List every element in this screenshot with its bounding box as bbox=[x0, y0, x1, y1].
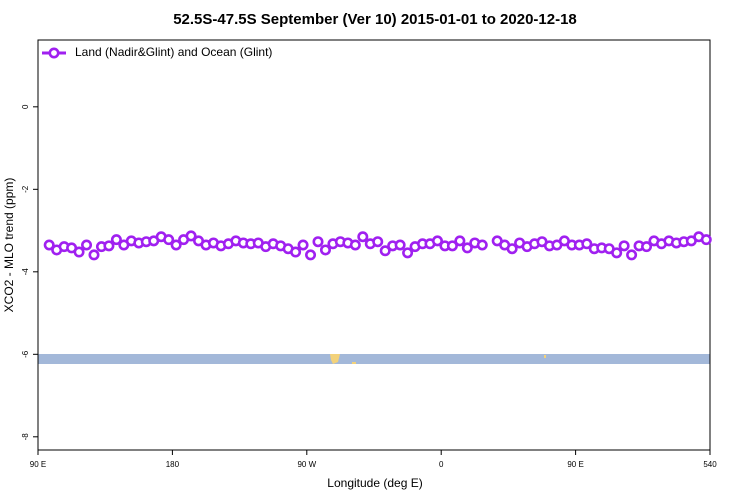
legend-marker bbox=[48, 47, 60, 59]
data-point bbox=[461, 242, 473, 254]
data-point bbox=[305, 249, 317, 261]
data-point bbox=[88, 249, 100, 261]
data-point bbox=[402, 247, 414, 259]
data-point bbox=[431, 235, 443, 247]
x-tick-label: 540 bbox=[703, 460, 717, 469]
data-point bbox=[103, 240, 115, 252]
y-tick-label: -4 bbox=[21, 268, 30, 276]
data-point bbox=[297, 239, 309, 251]
y-tick-label: -6 bbox=[21, 350, 30, 358]
data-point bbox=[506, 243, 518, 255]
data-point bbox=[319, 244, 331, 256]
data-point bbox=[700, 234, 712, 246]
data-point bbox=[43, 239, 55, 251]
data-point bbox=[312, 236, 324, 248]
x-tick-label: 90 E bbox=[30, 460, 46, 469]
land bbox=[330, 354, 340, 364]
data-point bbox=[185, 230, 197, 242]
data-point bbox=[110, 234, 122, 246]
x-tick-label: 0 bbox=[439, 460, 444, 469]
data-point bbox=[73, 246, 85, 258]
data-point bbox=[290, 246, 302, 258]
data-point bbox=[611, 247, 623, 259]
map-strip bbox=[38, 354, 710, 364]
data-point bbox=[626, 249, 638, 261]
y-axis-label: XCO2 - MLO trend (ppm) bbox=[2, 178, 16, 313]
x-tick-label: 180 bbox=[166, 460, 180, 469]
data-point bbox=[349, 239, 361, 251]
data-point bbox=[170, 239, 182, 251]
x-axis-label: Longitude (deg E) bbox=[327, 476, 422, 490]
data-point bbox=[641, 241, 653, 253]
data-point bbox=[618, 240, 630, 252]
y-tick-label: 0 bbox=[21, 104, 30, 109]
x-tick-label: 90 E bbox=[567, 460, 583, 469]
y-tick-label: -2 bbox=[21, 185, 30, 193]
data-point bbox=[446, 240, 458, 252]
x-tick-label: 90 W bbox=[297, 460, 316, 469]
plot-frame bbox=[37, 39, 711, 451]
data-point bbox=[454, 235, 466, 247]
data-point bbox=[163, 234, 175, 246]
data-point bbox=[81, 239, 93, 251]
data-point bbox=[357, 231, 369, 243]
data-point bbox=[372, 236, 384, 248]
data-point bbox=[581, 238, 593, 250]
data-point bbox=[379, 245, 391, 257]
y-tick-label: -8 bbox=[21, 433, 30, 441]
land bbox=[352, 362, 356, 364]
legend-label: Land (Nadir&Glint) and Ocean (Glint) bbox=[75, 45, 272, 59]
land bbox=[544, 355, 546, 358]
data-point bbox=[394, 239, 406, 251]
data-point bbox=[476, 239, 488, 251]
chart-title: 52.5S-47.5S September (Ver 10) 2015-01-0… bbox=[173, 11, 577, 28]
